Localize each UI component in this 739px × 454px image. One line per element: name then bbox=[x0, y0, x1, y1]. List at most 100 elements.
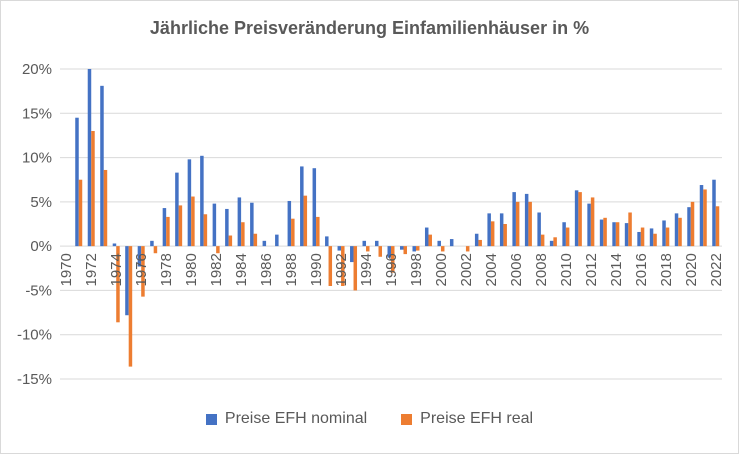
x-tick-label: 2002 bbox=[458, 253, 475, 286]
bar-real bbox=[353, 246, 358, 291]
x-tick-label: 1970 bbox=[58, 253, 75, 286]
bar-nominal bbox=[699, 185, 704, 247]
bar-real bbox=[366, 246, 370, 252]
bar-real bbox=[590, 197, 595, 247]
bar-real bbox=[690, 201, 695, 247]
bar-real bbox=[378, 246, 383, 257]
x-tick-label: 2018 bbox=[658, 253, 675, 286]
bar-nominal bbox=[712, 179, 716, 247]
x-tick-label: 1998 bbox=[408, 253, 425, 286]
bar-nominal bbox=[412, 246, 416, 252]
bar-nominal bbox=[112, 243, 117, 247]
x-tick-label: 2022 bbox=[708, 253, 725, 286]
x-tick-label: 2012 bbox=[583, 253, 600, 286]
legend-label-nominal: Preise EFH nominal bbox=[224, 410, 368, 427]
bar-real bbox=[191, 196, 195, 247]
x-tick-label: 1990 bbox=[308, 253, 325, 286]
bar-nominal bbox=[424, 227, 429, 247]
bar-nominal bbox=[474, 233, 479, 247]
bar-nominal bbox=[662, 220, 666, 247]
y-tick-label: 15% bbox=[22, 105, 52, 122]
bar-nominal bbox=[649, 228, 654, 247]
y-tick-label: -5% bbox=[25, 282, 52, 299]
bar-nominal bbox=[487, 213, 491, 247]
x-tick-label: 1994 bbox=[358, 253, 375, 286]
x-tick-label: 2006 bbox=[508, 253, 525, 286]
bar-real bbox=[528, 201, 532, 247]
bar-nominal bbox=[612, 222, 616, 247]
chart-legend: Preise EFH nominal Preise EFH real bbox=[0, 410, 739, 428]
bar-nominal bbox=[137, 246, 142, 267]
bar-nominal bbox=[674, 213, 679, 247]
bar-real bbox=[553, 237, 557, 247]
x-tick-label: 1992 bbox=[333, 253, 350, 286]
bar-nominal bbox=[150, 240, 154, 247]
bar-nominal bbox=[125, 246, 129, 316]
bar-real bbox=[678, 217, 682, 247]
bar-nominal bbox=[549, 240, 554, 247]
x-tick-label: 2010 bbox=[558, 253, 575, 286]
y-tick-label: 0% bbox=[30, 238, 52, 255]
x-tick-label: 1972 bbox=[83, 253, 100, 286]
legend-item-real: Preise EFH real bbox=[401, 410, 533, 428]
x-tick-label: 1996 bbox=[383, 253, 400, 286]
bar-real bbox=[316, 216, 320, 247]
bar-real bbox=[216, 246, 220, 254]
bar-nominal bbox=[337, 246, 342, 251]
bar-real bbox=[141, 246, 145, 297]
bar-real bbox=[178, 205, 183, 247]
bar-real bbox=[490, 221, 495, 247]
chart-title: Jährliche Preisveränderung Einfamilienhä… bbox=[149, 18, 590, 38]
bar-real bbox=[653, 233, 657, 247]
bar-real bbox=[103, 169, 108, 247]
bar-real bbox=[440, 246, 445, 252]
bar-real bbox=[640, 227, 645, 247]
bar-real bbox=[403, 246, 407, 255]
bar-real bbox=[478, 239, 482, 247]
bar-real bbox=[515, 201, 520, 247]
bar-real bbox=[540, 234, 545, 247]
bar-nominal bbox=[574, 190, 579, 247]
bar-real bbox=[578, 192, 582, 247]
bar-nominal bbox=[287, 200, 292, 247]
bar-real bbox=[565, 227, 570, 247]
y-tick-label: 5% bbox=[30, 194, 52, 211]
bar-real bbox=[303, 195, 308, 247]
bar-nominal bbox=[325, 236, 329, 247]
y-tick-label: -15% bbox=[17, 371, 52, 388]
bar-real bbox=[715, 206, 720, 247]
x-tick-label: 2004 bbox=[483, 253, 500, 286]
bar-real bbox=[465, 246, 470, 252]
bar-real bbox=[253, 233, 258, 247]
x-tick-label: 1984 bbox=[233, 253, 250, 286]
bar-real bbox=[628, 212, 632, 247]
bar-nominal bbox=[512, 192, 516, 247]
legend-swatch-nominal bbox=[205, 413, 217, 425]
bar-nominal bbox=[175, 172, 179, 247]
x-tick-label: 2000 bbox=[433, 253, 450, 286]
bar-real bbox=[166, 216, 170, 247]
bar-nominal bbox=[399, 246, 404, 250]
x-tick-label: 1978 bbox=[158, 253, 175, 286]
bar-nominal bbox=[200, 155, 204, 247]
x-tick-label: 1988 bbox=[283, 253, 300, 286]
x-tick-label: 1986 bbox=[258, 253, 275, 286]
bar-real bbox=[341, 246, 345, 286]
bar-real bbox=[703, 189, 707, 247]
bar-nominal bbox=[162, 208, 167, 247]
y-tick-label: 20% bbox=[22, 61, 52, 78]
x-tick-label: 1974 bbox=[108, 253, 125, 286]
bar-nominal bbox=[587, 203, 591, 247]
x-tick-label: 2016 bbox=[633, 253, 650, 286]
x-tick-label: 2014 bbox=[608, 253, 625, 286]
bar-nominal bbox=[537, 212, 541, 247]
y-tick-label: 10% bbox=[22, 150, 52, 167]
x-tick-label: 1982 bbox=[208, 253, 225, 286]
x-tick-label: 2008 bbox=[533, 253, 550, 286]
bar-nominal bbox=[562, 222, 566, 247]
bar-real bbox=[415, 246, 420, 251]
bar-nominal bbox=[624, 223, 629, 247]
legend-swatch-real bbox=[401, 413, 413, 425]
bar-real bbox=[116, 246, 120, 323]
